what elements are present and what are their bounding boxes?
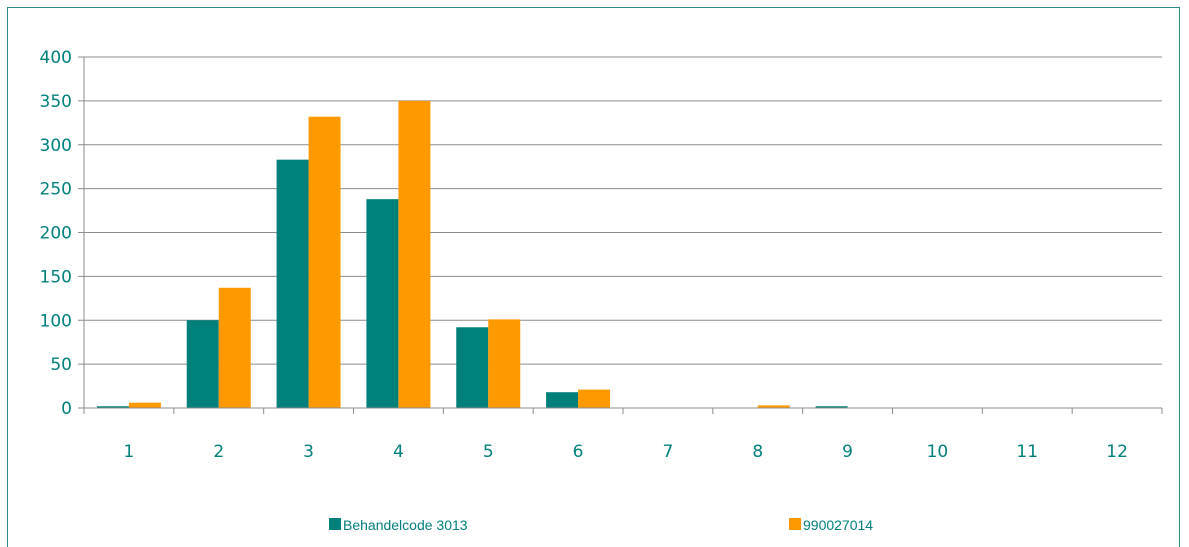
bars [96,100,848,409]
x-tick-label: 12 [1106,442,1128,462]
y-tick-label: 200 [40,224,72,244]
x-tick-label: 7 [663,442,674,462]
x-tick-label: 1 [124,442,135,462]
legend-label: 990027014 [803,517,873,533]
x-tick-label: 10 [927,442,949,462]
chart-frame [7,7,1180,547]
bar-series-1-cat-4 [366,199,399,408]
x-tick-label: 8 [752,442,763,462]
bar-series-1-cat-2 [186,320,219,408]
x-tick-label: 6 [573,442,584,462]
bar-series-2-cat-3 [308,116,341,409]
x-tick-label: 3 [303,442,314,462]
x-tick-label: 9 [842,442,853,462]
legend-label: Behandelcode 3013 [343,517,468,533]
bar-series-2-cat-1 [128,402,161,408]
bar-series-1-cat-9 [815,406,848,408]
bar-series-1-cat-6 [546,392,579,408]
y-tick-label: 350 [40,92,72,112]
bar-series-2-cat-4 [398,100,431,408]
bar-series-2-cat-5 [488,319,521,408]
y-tick-label: 400 [40,48,72,68]
x-tick-label: 4 [393,442,404,462]
legend-swatch [789,518,801,530]
bar-series-2-cat-8 [757,405,790,408]
y-tick-label: 100 [40,311,72,331]
legend-swatch [329,518,341,530]
y-tick-label: 0 [61,399,72,419]
bar-series-1-cat-3 [276,159,309,408]
y-tick-label: 250 [40,180,72,200]
y-tick-label: 50 [50,355,72,375]
x-axis [83,57,1163,414]
x-tick-label: 11 [1016,442,1038,462]
gridlines [84,56,1162,365]
bar-series-2-cat-2 [218,287,251,408]
y-tick-label: 150 [40,267,72,287]
bar-series-2-cat-6 [578,389,611,408]
y-tick-label: 300 [40,136,72,156]
bar-series-1-cat-5 [456,327,489,408]
legend: Behandelcode 3013 990027014 [329,517,873,533]
y-axis-ticks: 0 50 100 150 200 250 300 350 400 [40,48,84,419]
x-tick-label: 5 [483,442,494,462]
bar-series-1-cat-1 [96,406,129,408]
x-tick-label: 2 [213,442,224,462]
x-axis-ticks: 1 2 3 4 5 6 7 8 9 10 11 12 [124,442,1128,462]
